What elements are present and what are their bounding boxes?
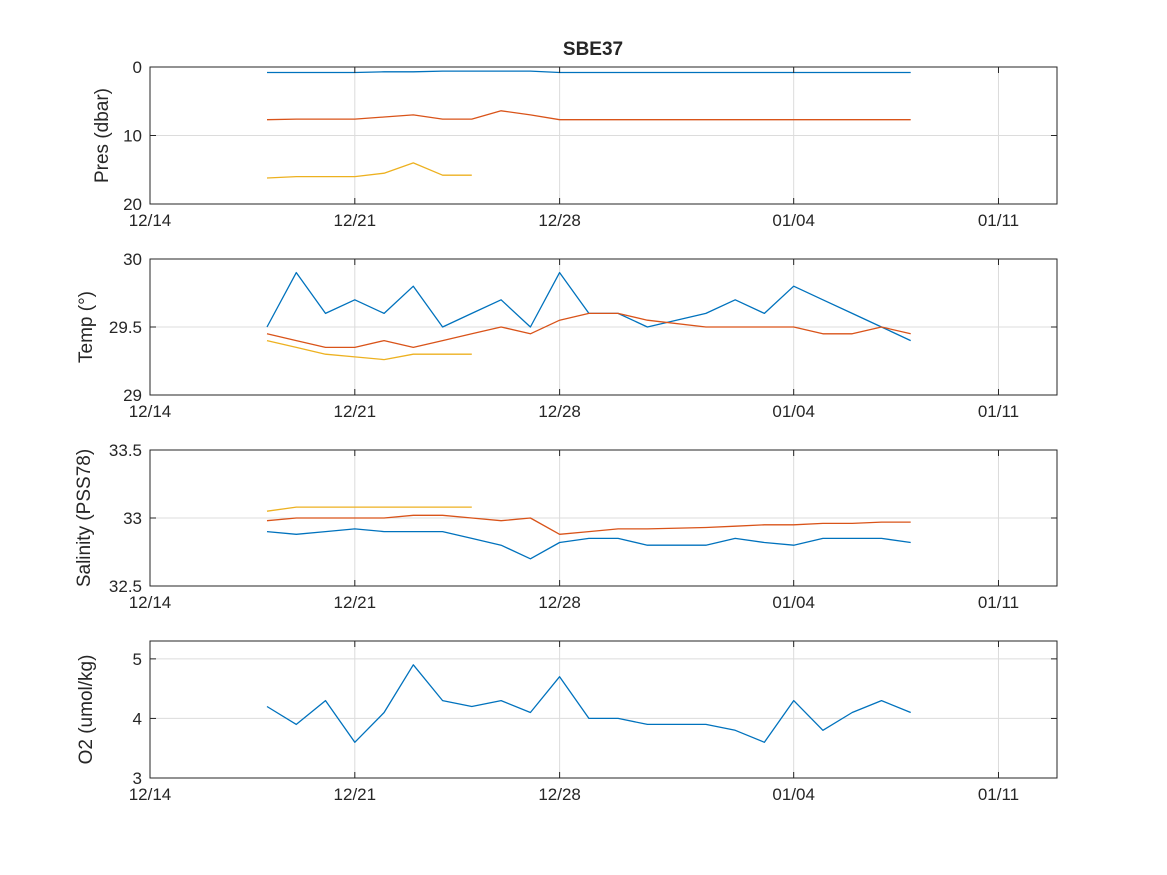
y-tick-label: 32.5 bbox=[109, 577, 142, 596]
plot-area bbox=[150, 641, 1057, 778]
figure-title: SBE37 bbox=[563, 39, 623, 60]
y-tick-label: 30 bbox=[123, 250, 142, 269]
series-line-2 bbox=[266, 514, 911, 535]
subplot-4: 12/14 12/21 12/28 01/04 01/11 3 4 5 O2 (umol/kg) bbox=[76, 640, 1058, 804]
y-tick-label: 33.5 bbox=[109, 441, 142, 460]
series-line-2 bbox=[266, 110, 911, 121]
x-tick-label: 12/21 bbox=[334, 211, 377, 230]
subplot-3: 12/14 12/21 12/28 01/04 01/11 32.5 33 33.5 Salin… bbox=[74, 441, 1058, 612]
x-tick-label: 12/21 bbox=[334, 593, 377, 612]
y-axis-label: Pres (dbar) bbox=[92, 88, 113, 183]
series-line-1 bbox=[266, 271, 911, 342]
y-tick-label: 0 bbox=[133, 58, 142, 77]
series-line-1 bbox=[266, 528, 911, 560]
series-line-1 bbox=[266, 664, 911, 743]
subplot-1: 12/14 12/21 12/28 01/04 01/11 0 10 20 Pres (dbar… bbox=[92, 58, 1058, 230]
x-tick-label: 12/21 bbox=[334, 785, 377, 804]
x-tick-label: 12/28 bbox=[538, 785, 581, 804]
y-tick-label: 20 bbox=[123, 195, 142, 214]
y-tick-label: 10 bbox=[123, 127, 142, 146]
series-line-3 bbox=[266, 339, 472, 361]
x-tick-label: 01/04 bbox=[772, 402, 815, 421]
axes-box bbox=[149, 640, 1058, 779]
y-axis-label: O2 (umol/kg) bbox=[76, 655, 97, 765]
series-line-3 bbox=[266, 506, 472, 512]
subplot-2: 12/14 12/21 12/28 01/04 01/11 29 29.5 30 Temp (°… bbox=[76, 250, 1058, 421]
x-tick-label: 01/11 bbox=[978, 785, 1019, 804]
x-tick-label: 12/14 bbox=[129, 211, 172, 230]
subplot-panels: 12/14 12/21 12/28 01/04 01/11 0 10 20 Pres (dbar… bbox=[74, 58, 1058, 804]
x-tick-label: 01/11 bbox=[978, 593, 1019, 612]
y-tick-label: 29.5 bbox=[109, 318, 142, 337]
x-tick-label: 12/14 bbox=[129, 593, 172, 612]
series-line-2 bbox=[266, 312, 911, 349]
x-tick-label: 12/28 bbox=[538, 593, 581, 612]
x-tick-label: 12/21 bbox=[334, 402, 377, 421]
y-tick-label: 29 bbox=[123, 386, 142, 405]
y-tick-label: 33 bbox=[123, 509, 142, 528]
y-axis-label: Temp (°) bbox=[76, 291, 97, 363]
y-axis-label: Salinity (PSS78) bbox=[74, 449, 95, 587]
x-tick-label: 12/14 bbox=[129, 402, 172, 421]
x-tick-label: 01/04 bbox=[772, 211, 815, 230]
x-tick-label: 01/04 bbox=[772, 593, 815, 612]
series-line-3 bbox=[266, 162, 472, 179]
x-tick-label: 12/28 bbox=[538, 211, 581, 230]
y-tick-label: 3 bbox=[133, 769, 142, 788]
x-tick-label: 12/14 bbox=[129, 785, 172, 804]
series-line-1 bbox=[267, 70, 911, 74]
y-tick-label: 4 bbox=[133, 709, 142, 728]
x-tick-label: 01/11 bbox=[978, 402, 1019, 421]
x-tick-label: 01/11 bbox=[978, 211, 1019, 230]
y-tick-label: 5 bbox=[133, 650, 142, 669]
x-tick-label: 12/28 bbox=[538, 402, 581, 421]
x-tick-label: 01/04 bbox=[772, 785, 815, 804]
